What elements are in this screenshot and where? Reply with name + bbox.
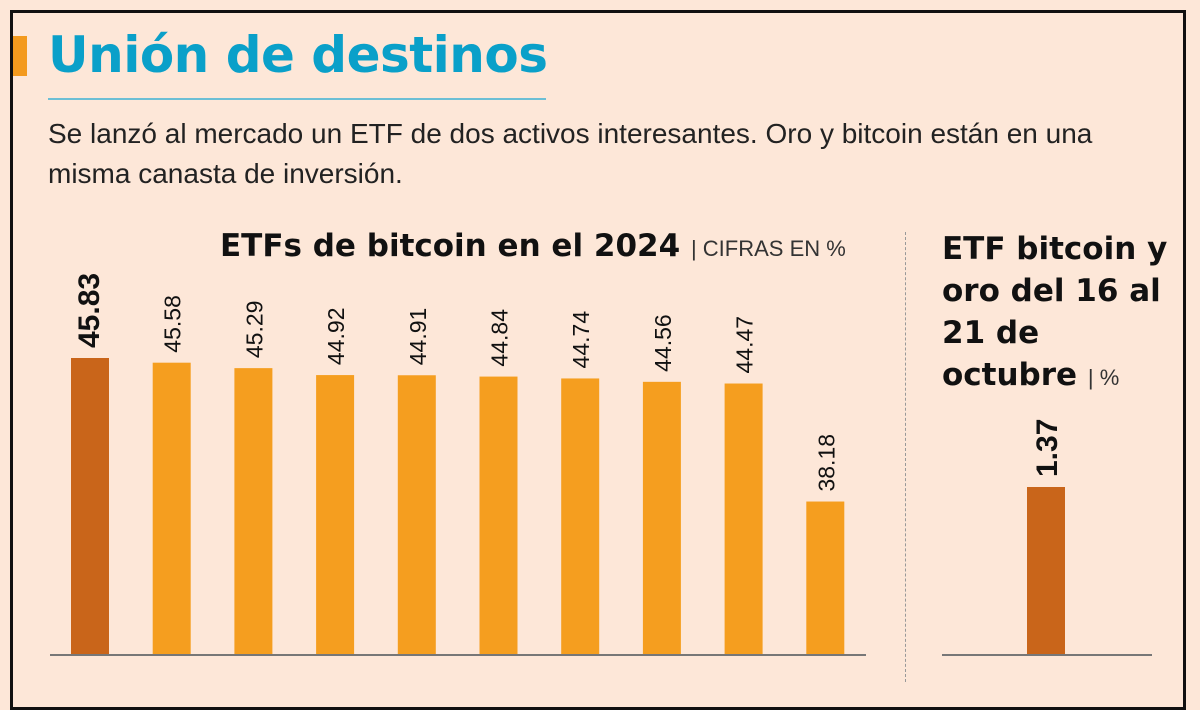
data-label: 45.58 [160,295,186,353]
data-label: 1.37 [1031,419,1064,477]
chart1-unit-label: CIFRAS EN % [702,236,846,261]
bar [724,383,763,655]
chart2-title: ETF bitcoin y oro del 16 al 21 de octubr… [942,231,1168,393]
chart1-title-wrap: ETFs de bitcoin en el 2024 | CIFRAS EN % [220,228,846,264]
charts-svg: 45.83 45.58 45.29 44.92 44.91 44.84 44.74 44.56… [50,273,1152,656]
data-label: 38.18 [813,434,839,492]
bar [642,381,681,655]
bar [806,501,845,655]
chart2-unit: | % [1087,365,1120,390]
bar [71,358,109,655]
bar [479,376,518,655]
bar [397,375,436,655]
bar [234,368,273,655]
chart1-title: ETFs de bitcoin en el 2024 [220,228,681,264]
chart2-title-wrap: ETF bitcoin y oro del 16 al 21 de octubr… [942,228,1172,399]
data-label: 44.92 [323,308,349,366]
title-rule [48,98,546,100]
data-label: 44.56 [650,314,676,372]
page-title: Unión de destinos [48,26,548,84]
bar [316,375,355,655]
chart2-unit-label: % [1099,365,1120,390]
data-label: 45.83 [73,273,106,348]
data-label: 45.29 [241,301,267,359]
chart1-unit: | CIFRAS EN % [690,236,846,261]
data-label: 44.74 [568,311,594,369]
bar [561,378,600,655]
bar [1027,487,1065,655]
data-label: 44.84 [487,309,513,367]
data-label: 44.91 [405,308,431,366]
subtitle: Se lanzó al mercado un ETF de dos activo… [48,118,1093,189]
bar [152,362,191,655]
divider [905,232,906,682]
accent-bar [13,36,27,76]
data-label: 44.47 [732,316,758,374]
